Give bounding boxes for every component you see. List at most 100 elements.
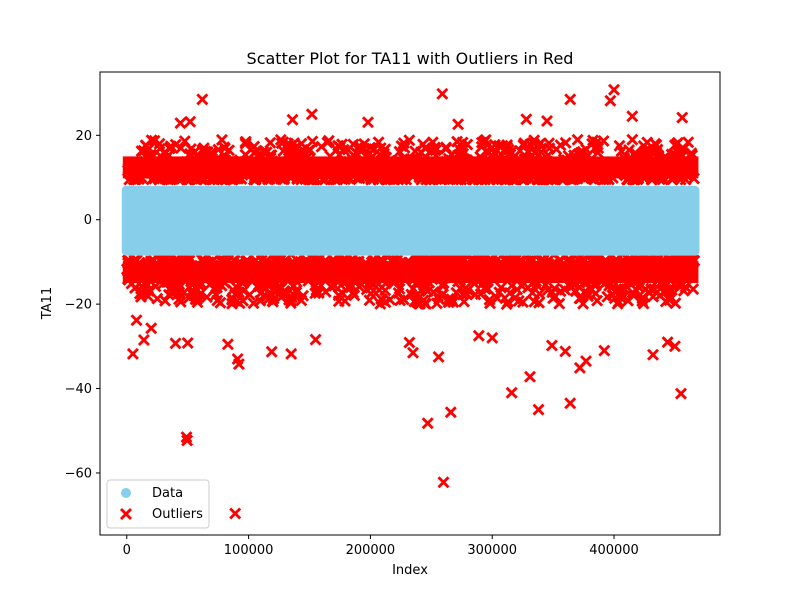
outlier-point: [663, 292, 676, 305]
outlier-point: [336, 287, 349, 300]
outlier-point: [440, 141, 452, 154]
outlier-point: [248, 146, 261, 159]
outlier-point: [374, 142, 387, 155]
outlier-point: [239, 137, 252, 150]
x-axis: 0 100000 200000 300000 400000: [123, 535, 639, 558]
outlier-point: [452, 118, 465, 131]
outlier-point: [571, 133, 584, 146]
legend-outliers-label: Outliers: [152, 507, 203, 522]
outlier-point: [312, 287, 325, 299]
y-tick-label: 0: [84, 213, 92, 228]
outlier-point: [504, 286, 516, 299]
outlier-point: [164, 140, 177, 153]
outlier-point: [295, 137, 308, 150]
plot-frame: [99, 71, 721, 536]
outlier-point: [590, 136, 603, 149]
outlier-point: [247, 297, 260, 310]
outlier-point: [569, 285, 582, 298]
outlier-point: [436, 87, 449, 100]
outlier-point: [305, 108, 318, 121]
outlier-point: [229, 507, 242, 520]
outlier-point: [264, 136, 277, 149]
outlier-point: [407, 346, 419, 359]
plot-area: [120, 83, 701, 520]
legend-outliers-marker: [120, 508, 132, 520]
data-points-band: [121, 185, 700, 256]
x-axis-label: Index: [392, 563, 428, 578]
outlier-point: [532, 403, 545, 416]
outlier-point: [169, 337, 182, 350]
outlier-point: [545, 339, 558, 352]
outlier-point: [604, 94, 617, 107]
outlier-point: [495, 281, 508, 294]
outlier-point: [137, 334, 150, 346]
outlier-point: [520, 113, 533, 126]
outlier-point: [230, 295, 243, 307]
outlier-point: [260, 146, 273, 159]
outlier-point: [623, 144, 636, 156]
outlier-point: [186, 284, 199, 297]
x-tick-label: 100000: [224, 543, 274, 558]
outlier-point: [403, 134, 416, 147]
outlier-point: [668, 340, 681, 353]
outlier-point: [478, 282, 491, 295]
outlier-point: [189, 289, 202, 302]
outlier-point: [475, 136, 488, 149]
outlier-point: [184, 143, 197, 155]
outlier-point: [450, 286, 463, 299]
outlier-point: [541, 115, 553, 127]
outlier-point: [142, 143, 155, 155]
outlier-point: [676, 111, 689, 124]
outlier-point: [615, 292, 628, 305]
outlier-point: [394, 294, 407, 307]
outlier-point: [524, 370, 536, 383]
outlier-point: [151, 292, 164, 305]
outlier-point: [309, 333, 322, 346]
y-tick-label: −20: [65, 298, 92, 313]
outlier-point: [130, 314, 143, 327]
legend-data-label: Data: [152, 486, 183, 501]
outlier-point: [403, 336, 416, 349]
y-tick-label: 20: [75, 129, 92, 144]
y-tick-label: −40: [65, 382, 92, 397]
outlier-point: [420, 141, 433, 154]
x-tick-label: 0: [123, 543, 131, 558]
outlier-point: [668, 139, 681, 152]
outlier-point: [687, 283, 700, 296]
outlier-point: [360, 283, 373, 296]
outlier-point: [505, 386, 518, 399]
outlier-point: [614, 282, 627, 295]
outlier-point: [626, 133, 639, 146]
outlier-point: [456, 136, 469, 149]
outlier-point: [547, 292, 560, 305]
outlier-point: [564, 397, 577, 410]
outlier-point: [675, 387, 687, 400]
chart-title: Scatter Plot for TA11 with Outliers in R…: [247, 49, 574, 68]
outlier-point: [564, 93, 577, 106]
outlier-point: [491, 292, 504, 305]
outlier-point: [647, 348, 659, 361]
outlier-point: [533, 138, 546, 151]
outlier-point: [211, 294, 224, 307]
outlier-point: [528, 295, 541, 308]
outlier-band-core: [122, 156, 699, 179]
outlier-point: [315, 140, 328, 153]
outlier-point: [682, 136, 695, 149]
outlier-point: [232, 358, 245, 371]
outlier-point: [393, 282, 406, 295]
outlier-point: [306, 135, 319, 148]
outlier-point: [444, 406, 457, 419]
outlier-point: [181, 434, 194, 447]
outlier-point: [626, 110, 639, 123]
outlier-point: [516, 296, 529, 309]
outlier-point: [262, 293, 275, 306]
outlier-point: [410, 289, 423, 302]
outlier-point: [460, 288, 473, 300]
outlier-point: [136, 285, 149, 298]
outlier-point: [442, 296, 455, 309]
y-axis: −60 −40 −20 0 20: [65, 129, 100, 481]
outlier-point: [363, 294, 376, 307]
outlier-point: [336, 138, 348, 151]
outlier-point: [649, 137, 662, 150]
